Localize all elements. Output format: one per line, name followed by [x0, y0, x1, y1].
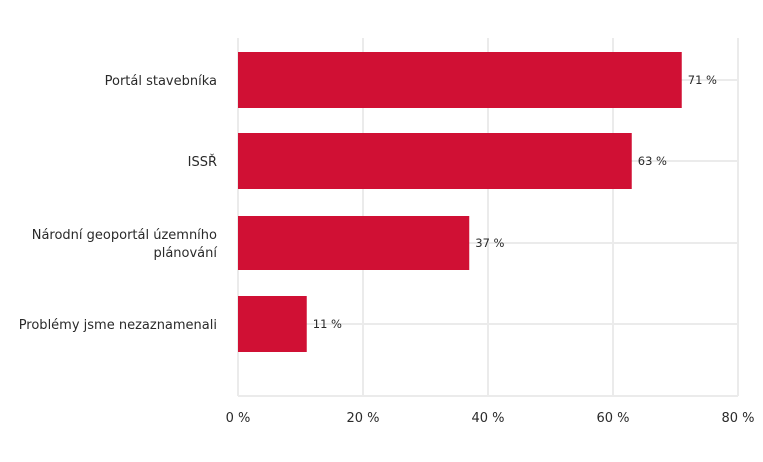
data-label: 11 % [313, 317, 342, 331]
category-label: plánování [153, 246, 217, 261]
bar [238, 52, 682, 108]
data-label: 63 % [638, 154, 667, 168]
data-label: 71 % [688, 73, 717, 87]
bar [238, 133, 632, 189]
category-label: Problémy jsme nezaznamenali [19, 318, 217, 333]
x-tick-label: 60 % [596, 411, 629, 426]
category-label: ISSŘ [188, 154, 217, 170]
category-label: Portál stavebníka [105, 74, 217, 89]
x-tick-label: 0 % [226, 411, 251, 426]
x-tick-label: 80 % [721, 411, 754, 426]
bar [238, 296, 307, 352]
x-tick-label: 40 % [471, 411, 504, 426]
bar [238, 216, 470, 270]
data-label: 37 % [475, 236, 504, 250]
x-tick-label: 20 % [346, 411, 379, 426]
category-label: Národní geoportál územního [32, 228, 217, 243]
